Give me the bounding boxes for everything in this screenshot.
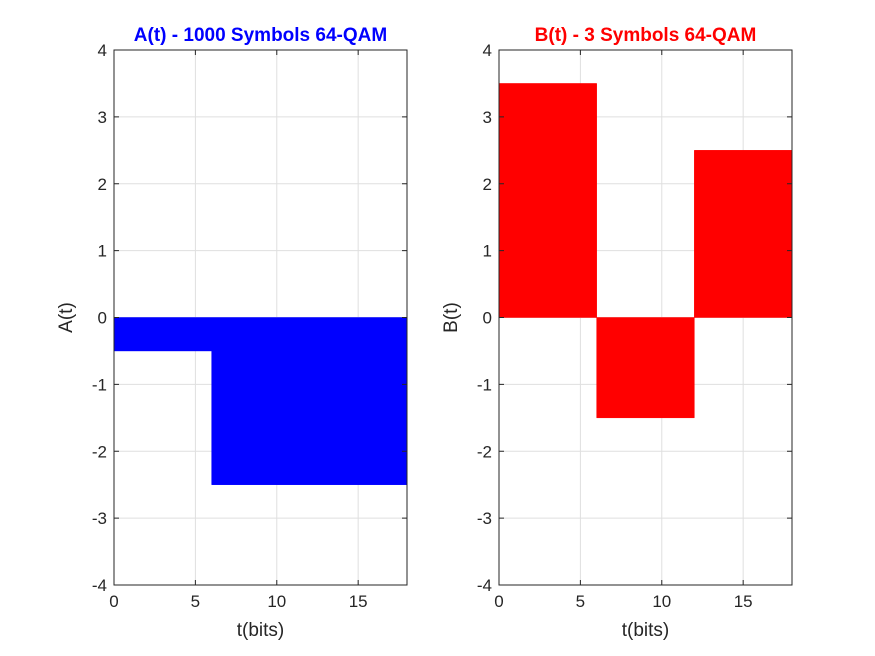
chart-a-x-tick-label: 5: [191, 592, 200, 611]
chart-a-y-tick-label: 3: [98, 108, 107, 127]
chart-b-x-tick-label: 15: [734, 592, 753, 611]
chart-b-plot-area: 0 5 10 15 -4 -3 -2 -1 0 1 2 3 4: [477, 41, 793, 611]
chart-b-y-tick-label: 4: [483, 41, 492, 60]
chart-a-y-tick-label: 0: [98, 309, 107, 328]
chart-b-ylabel: B(t): [441, 302, 462, 333]
chart-b-y-tick-label: -1: [477, 375, 492, 394]
chart-a-x-tick-label: 10: [267, 592, 286, 611]
chart-a-y-tick-label: -3: [92, 509, 107, 528]
chart-a-y-tick-label: 4: [98, 41, 107, 60]
chart-b-y-tick-label: 2: [483, 175, 492, 194]
chart-a-xlabel: t(bits): [237, 620, 285, 641]
chart-a-ylabel: A(t): [56, 302, 77, 333]
chart-a-x-tick-label: 0: [109, 592, 118, 611]
chart-b: 0 5 10 15 -4 -3 -2 -1 0 1 2 3 4 B(t) - 3 Symbols 64-…: [441, 25, 793, 641]
chart-a-y-tick-label: -2: [92, 442, 107, 461]
chart-b-y-tick-label: 3: [483, 108, 492, 127]
chart-b-x-tick-label: 10: [652, 592, 671, 611]
chart-a: 0 5 10 15 -4 -3 -2 -1 0 1 2 3 4 A(t) - 1000 Symbols …: [56, 25, 408, 641]
chart-a-plot-area: 0 5 10 15 -4 -3 -2 -1 0 1 2 3 4: [92, 41, 408, 611]
chart-b-x-tick-label: 5: [576, 592, 585, 611]
chart-b-y-tick-label: -2: [477, 442, 492, 461]
chart-a-y-tick-label: 2: [98, 175, 107, 194]
chart-b-x-tick-label: 0: [494, 592, 503, 611]
chart-a-x-tick-label: 15: [349, 592, 368, 611]
chart-b-y-tick-label: -4: [477, 576, 492, 595]
chart-b-xlabel: t(bits): [622, 620, 670, 641]
chart-b-y-tick-label: -3: [477, 509, 492, 528]
chart-a-y-tick-label: -4: [92, 576, 107, 595]
chart-a-title: A(t) - 1000 Symbols 64-QAM: [134, 25, 387, 46]
chart-a-y-tick-label: -1: [92, 375, 107, 394]
chart-b-title: B(t) - 3 Symbols 64-QAM: [535, 25, 757, 46]
chart-a-y-tick-label: 1: [98, 242, 107, 261]
chart-b-y-tick-label: 0: [483, 309, 492, 328]
chart-b-y-tick-label: 1: [483, 242, 492, 261]
